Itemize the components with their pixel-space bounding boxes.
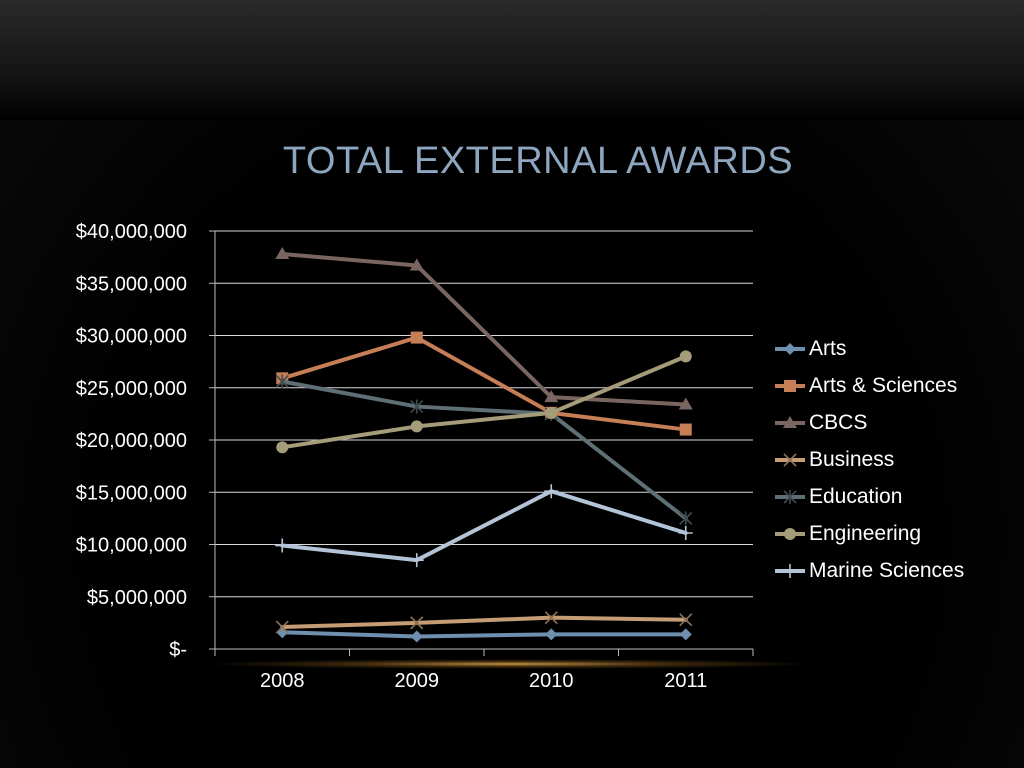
series-education [275, 374, 693, 526]
y-tick-label: $- [169, 639, 187, 661]
chart-axes [209, 230, 754, 656]
legend-swatch-marker [783, 452, 797, 467]
legend-swatch-marker [783, 415, 797, 428]
legend-swatch [775, 415, 805, 428]
data-point [276, 441, 289, 454]
legend-label: Education [809, 484, 903, 508]
legend-swatch [775, 379, 805, 392]
legend-swatch [775, 527, 805, 540]
data-point [544, 611, 558, 625]
series-cbcs [275, 246, 693, 410]
y-tick-label: $35,000,000 [76, 273, 187, 295]
data-point [679, 423, 692, 436]
slide-title: TOTAL EXTERNAL AWARDS [282, 140, 794, 182]
data-point [410, 331, 423, 344]
data-point [275, 246, 290, 259]
y-tick-label: $5,000,000 [87, 587, 187, 609]
series-engineering [276, 350, 692, 454]
data-point [275, 620, 289, 634]
data-point [410, 616, 424, 630]
legend-item-marine-sciences: Marine Sciences [773, 552, 964, 589]
data-point [679, 628, 692, 641]
legend-label: Arts [809, 336, 847, 360]
axis-glow [200, 659, 820, 669]
data-point [678, 397, 693, 410]
series-line [280, 615, 688, 630]
legend-label: Marine Sciences [809, 558, 965, 582]
data-point [409, 258, 424, 271]
series-line [280, 630, 688, 639]
data-point [410, 399, 424, 414]
y-tick-label: $10,000,000 [76, 535, 187, 557]
legend-item-cbcs: CBCS [773, 404, 964, 441]
x-tick-label: 2009 [395, 670, 440, 692]
y-tick-label: $20,000,000 [76, 430, 187, 452]
legend-label: Arts & Sciences [809, 373, 958, 397]
y-tick-label: $30,000,000 [76, 326, 187, 348]
series-line [280, 379, 688, 521]
series-marine-sciences [275, 484, 693, 568]
data-point [409, 553, 424, 568]
data-point [275, 538, 290, 553]
legend-swatch [775, 452, 805, 467]
y-tick-label: $15,000,000 [76, 482, 187, 504]
data-point [545, 628, 558, 641]
series-line [280, 335, 688, 432]
x-tick-label: 2011 [664, 670, 707, 692]
legend-item-engineering: Engineering [773, 515, 964, 552]
series-line [280, 354, 688, 450]
data-point [678, 526, 693, 541]
slide-header-band [0, 0, 1024, 120]
legend-label: CBCS [809, 410, 868, 434]
data-point [679, 511, 693, 526]
legend-swatch [775, 489, 805, 504]
legend-item-business: Business [773, 441, 964, 478]
y-axis-tick-labels: $- $5,000,000 $10,000,000 $15,000,000 $20,00… [76, 221, 187, 661]
legend-label: Engineering [809, 521, 922, 545]
series-business [275, 611, 693, 634]
legend-swatch-marker [784, 379, 796, 392]
data-point [410, 420, 423, 433]
x-axis-tick-labels: 2008 2009 2010 2011 [260, 670, 707, 692]
legend-swatch-marker [784, 342, 796, 355]
series-line [280, 489, 688, 563]
legend-swatch-marker [784, 527, 796, 540]
y-tick-label: $40,000,000 [76, 221, 187, 243]
legend-swatch [775, 563, 805, 578]
x-tick-label: 2008 [260, 670, 305, 692]
data-point [275, 374, 289, 389]
data-point [679, 350, 692, 363]
y-tick-label: $25,000,000 [76, 378, 187, 400]
chart-legend: Arts Arts & Sciences CBCS Business Education… [773, 330, 964, 589]
legend-swatch-marker [783, 563, 797, 578]
data-point [544, 484, 559, 499]
data-point [545, 406, 558, 419]
legend-swatch [775, 342, 805, 355]
chart-gridlines [215, 230, 753, 598]
legend-label: Business [809, 447, 895, 471]
chart-series [275, 246, 693, 643]
legend-swatch-marker [783, 489, 797, 504]
series-arts [276, 626, 692, 643]
x-tick-label: 2010 [529, 670, 574, 692]
legend-item-arts: Arts [773, 330, 964, 367]
series-line [280, 251, 688, 407]
data-point [544, 390, 559, 403]
legend-item-education: Education [773, 478, 964, 515]
data-point [410, 630, 423, 643]
data-point [679, 613, 693, 627]
legend-item-arts-sciences: Arts & Sciences [773, 367, 964, 404]
